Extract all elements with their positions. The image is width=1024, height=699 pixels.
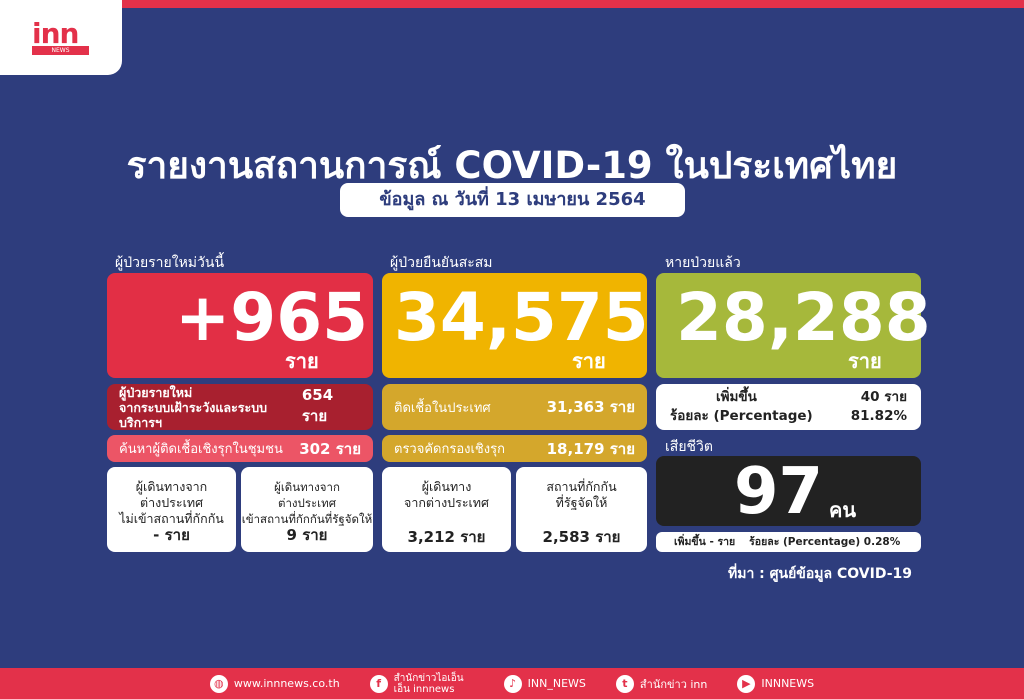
footer-website[interactable]: ◍ www.innnews.co.th [209, 674, 340, 693]
cumulative-value: 34,575 [394, 279, 649, 356]
facebook-icon: f [369, 674, 388, 693]
travellers-box: ผู้เดินทาง จากต่างประเทศ 3,212 ราย [382, 467, 511, 552]
footer-text: INNNEWS [761, 677, 815, 690]
box-label: เข้าสถานที่กักกันที่รัฐจัดให้ [241, 512, 373, 526]
footer-facebook[interactable]: f สำนักข่าวไอเอ็นเอ็น innnews [369, 672, 474, 695]
footer-text: INN_NEWS [527, 677, 586, 690]
domestic-row: ติดเชื้อในประเทศ 31,363 ราย [382, 384, 647, 430]
source-note: ที่มา : ศูนย์ข้อมูล COVID-19 [727, 566, 912, 582]
state-quarantine-box: สถานที่กักกัน ที่รัฐจัดให้ 2,583 ราย [516, 467, 647, 552]
recovered-value: 28,288 [676, 279, 931, 356]
footer: ◍ www.innnews.co.th f สำนักข่าวไอเอ็นเอ็น … [0, 668, 1024, 699]
percentage-value: 81.82% [850, 408, 907, 424]
unit: คน [829, 498, 857, 522]
footer-text: สำนักข่าว inn [639, 677, 708, 691]
box-label: ไม่เข้าสถานที่กักกัน [119, 511, 224, 526]
row-label: ติดเชื้อในประเทศ [394, 400, 491, 416]
row-label: จากระบบเฝ้าระวังและระบบบริการฯ [119, 399, 268, 430]
new-cases-label: ผู้ป่วยรายใหม่วันนี้ [115, 255, 225, 271]
deaths-percentage: ร้อยละ (Percentage) 0.28% [749, 536, 901, 548]
deaths-value: 97 [734, 455, 824, 529]
surveillance-row: ผู้ป่วยรายใหม่ จากระบบเฝ้าระวังและระบบบริ… [107, 384, 373, 430]
box-label: ผู้เดินทางจาก [274, 480, 340, 494]
increase-value: 40 ราย [860, 389, 907, 405]
cumulative-label: ผู้ป่วยยืนยันสะสม [390, 255, 493, 271]
recovered-label: หายป่วยแล้ว [665, 255, 741, 271]
community-row: ค้นหาผู้ติดเชื้อเชิงรุกในชุมชน 302 ราย [107, 435, 373, 462]
box-value: - ราย [153, 526, 190, 544]
screening-row: ตรวจคัดกรองเชิงรุก 18,179 ราย [382, 435, 647, 462]
deaths-card: 97 คน [656, 455, 921, 529]
unit: ราย [285, 349, 319, 373]
new-cases-card: +965 ราย [107, 273, 373, 378]
increase-label: เพิ่มขึ้น [716, 389, 757, 405]
recovered-card: 28,288 ราย [656, 273, 931, 378]
recovered-detail-box: เพิ่มขึ้น 40 ราย ร้อยละ (Percentage) 81.82… [656, 384, 921, 430]
box-value: 2,583 ราย [542, 528, 621, 546]
row-value: 31,363 ราย [546, 398, 635, 416]
new-cases-value: +965 [175, 279, 369, 356]
footer-text: สำนักข่าวไอเอ็นเอ็น innnews [393, 672, 464, 695]
deaths-label: เสียชีวิต [665, 439, 713, 455]
deaths-increase: เพิ่มขึ้น - ราย [674, 536, 736, 548]
youtube-icon: ▶ [737, 674, 756, 693]
percentage-label: ร้อยละ (Percentage) [670, 408, 813, 424]
top-bar [0, 0, 1024, 8]
logo-sub: NEWS [32, 46, 89, 55]
unit: ราย [848, 349, 882, 373]
twitter-icon: t [615, 674, 634, 693]
box-label: จากต่างประเทศ [404, 495, 489, 510]
row-label: ตรวจคัดกรองเชิงรุก [394, 442, 505, 457]
box-label: ที่รัฐจัดให้ [555, 495, 608, 510]
footer-twitter[interactable]: t สำนักข่าว inn [615, 674, 708, 693]
deaths-detail-strip: เพิ่มขึ้น - ราย ร้อยละ (Percentage) 0.28… [656, 532, 921, 552]
box-label: ผู้เดินทาง [421, 479, 472, 494]
box-label: สถานที่กักกัน [546, 479, 617, 494]
box-label: ต่างประเทศ [139, 495, 204, 510]
globe-icon: ◍ [209, 674, 228, 693]
date-pill: ข้อมูล ณ วันที่ 13 เมษายน 2564 [340, 183, 685, 217]
box-value: 3,212 ราย [407, 528, 486, 546]
box-label: ผู้เดินทางจาก [135, 479, 208, 494]
row-value: 18,179 ราย [546, 439, 635, 458]
logo-mark: inn [32, 17, 79, 50]
box-value: 9 ราย [286, 526, 328, 544]
footer-tiktok[interactable]: ♪ INN_NEWS [503, 674, 586, 693]
unit: ราย [572, 349, 606, 373]
inn-logo: inn NEWS [0, 0, 122, 75]
abroad-no-quarantine-box: ผู้เดินทางจาก ต่างประเทศ ไม่เข้าสถานที่ก… [107, 467, 236, 552]
box-label: ต่างประเทศ [277, 496, 336, 510]
page-title: รายงานสถานการณ์ COVID-19 ในประเทศไทย [126, 144, 898, 187]
row-value: 302 ราย [299, 439, 361, 458]
footer-text: www.innnews.co.th [233, 677, 340, 690]
cumulative-card: 34,575 ราย [382, 273, 649, 378]
row-value: 654 ราย [301, 386, 334, 425]
row-label: ผู้ป่วยรายใหม่ [119, 384, 193, 400]
abroad-quarantine-box: ผู้เดินทางจาก ต่างประเทศ เข้าสถานที่กักก… [241, 467, 373, 552]
row-label: ค้นหาผู้ติดเชื้อเชิงรุกในชุมชน [119, 442, 283, 457]
footer-youtube[interactable]: ▶ INNNEWS [737, 674, 815, 693]
tiktok-icon: ♪ [503, 674, 522, 693]
